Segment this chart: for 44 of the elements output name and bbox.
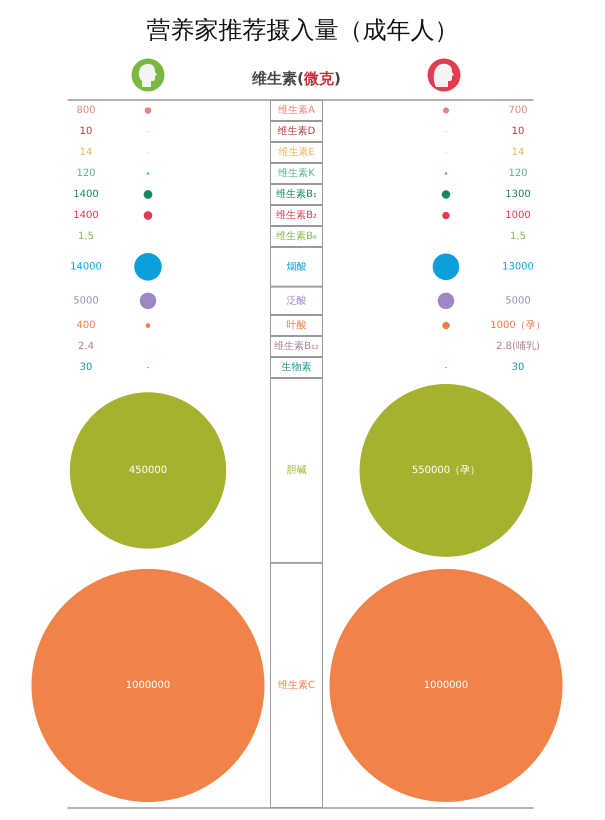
category-label: 生物素: [282, 361, 312, 374]
data-label: 1000000: [424, 680, 468, 691]
category-label: 维生素D: [278, 125, 316, 137]
category-label: 维生素B₁₂: [274, 340, 319, 352]
data-label: 5000: [73, 295, 99, 306]
data-label: 14: [512, 147, 524, 158]
data-label: 550000（孕）: [412, 464, 480, 476]
data-label: 1400: [73, 189, 99, 200]
category-label: 维生素A: [278, 104, 316, 116]
data-label: 400: [76, 320, 96, 332]
data-label: 1000: [505, 210, 531, 221]
data-label: 13000: [502, 261, 534, 272]
category-label: 泛酸: [286, 294, 306, 306]
data-label: 1000000: [126, 680, 170, 691]
data-label: 10: [80, 126, 92, 137]
data-label: 5000: [505, 295, 531, 306]
category-label: 维生素E: [278, 146, 315, 158]
category-label: 维生素B₁: [276, 188, 317, 200]
data-label: 30: [512, 362, 524, 374]
data-label: 2.8(哺乳): [496, 340, 540, 352]
category-label: 维生素B₆: [276, 230, 317, 242]
data-label: 700: [508, 105, 528, 116]
text: 营养家推荐摄入量（成年人）: [146, 17, 458, 44]
category-label: 叶酸: [286, 319, 306, 332]
data-label: 1.5: [510, 231, 526, 242]
data-label: 14000: [70, 261, 102, 272]
data-label: 1.5: [78, 231, 94, 242]
data-label: 30: [80, 362, 92, 374]
category-label: 维生素B₂: [276, 209, 317, 221]
data-label: 2.4: [78, 341, 94, 352]
data-label: 120: [508, 168, 528, 179]
data-label: 1300: [505, 189, 531, 200]
category-label: 胆碱: [286, 464, 306, 476]
category-label: 维生素K: [278, 167, 316, 179]
data-label: 14: [80, 147, 92, 158]
category-label: 维生素C: [278, 678, 316, 691]
data-label: 1400: [73, 210, 99, 221]
data-label: 120: [76, 168, 96, 179]
category-label: 烟酸: [286, 260, 306, 272]
data-label: 10: [512, 126, 524, 137]
text: 维生素(微克): [251, 70, 341, 88]
data-label: 1000（孕）: [490, 320, 546, 332]
data-label: 450000: [128, 464, 168, 476]
data-label: 800: [76, 105, 96, 116]
